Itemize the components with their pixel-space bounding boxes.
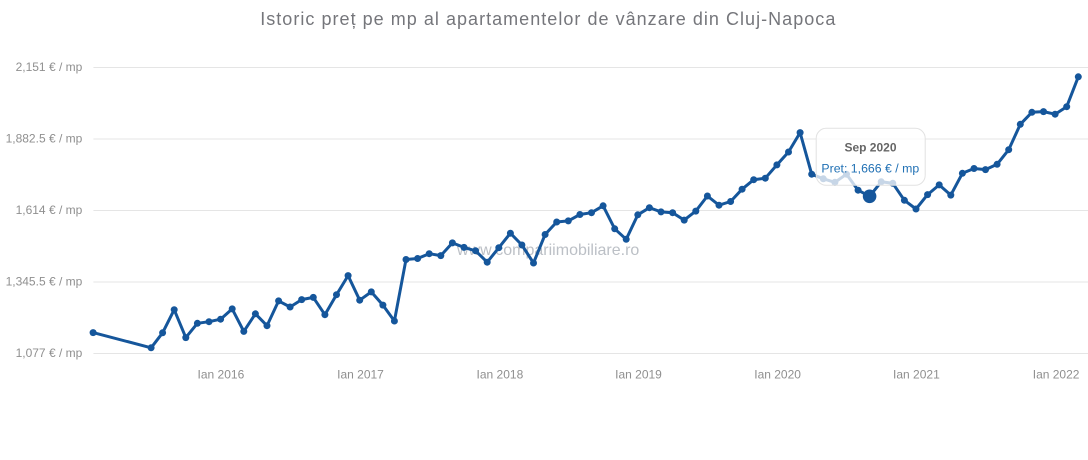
svg-text:2,151 € / mp: 2,151 € / mp — [16, 60, 83, 74]
svg-text:1,882.5 € / mp: 1,882.5 € / mp — [6, 132, 83, 146]
svg-text:Ian 2019: Ian 2019 — [615, 368, 662, 382]
svg-text:Ian 2018: Ian 2018 — [477, 368, 524, 382]
svg-text:Ian 2016: Ian 2016 — [198, 368, 245, 382]
svg-text:Istoric preț pe mp al apartame: Istoric preț pe mp al apartamentelor de … — [260, 9, 836, 29]
svg-text:1,345.5 € / mp: 1,345.5 € / mp — [6, 275, 83, 289]
svg-text:1,614 € / mp: 1,614 € / mp — [16, 203, 83, 217]
svg-text:Ian 2020: Ian 2020 — [754, 368, 801, 382]
svg-text:Pret: 1,666 € / mp: Pret: 1,666 € / mp — [821, 161, 919, 175]
svg-text:Ian 2022: Ian 2022 — [1033, 368, 1080, 382]
svg-text:Ian 2021: Ian 2021 — [893, 368, 940, 382]
svg-text:Sep 2020: Sep 2020 — [844, 141, 896, 155]
svg-text:1,077 € / mp: 1,077 € / mp — [16, 346, 83, 360]
svg-text:Ian 2017: Ian 2017 — [337, 368, 384, 382]
